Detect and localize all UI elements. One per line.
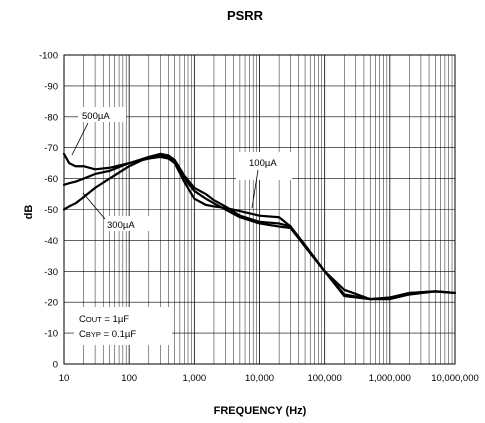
conditions-box-bg (74, 307, 172, 345)
y-tick-label: -70 (44, 143, 58, 154)
grid (63, 54, 455, 365)
annotation-300ua-label: 300µA (107, 220, 135, 231)
annotation-100ua-box (236, 152, 292, 180)
y-tick-label: -80 (44, 112, 58, 123)
annotation-300ua: 300µA (82, 192, 150, 231)
x-tick-label: 100,000 (307, 373, 341, 384)
x-tick-label: 1,000 (182, 373, 206, 384)
x-tick-label: 100 (121, 373, 137, 384)
y-tick-label: -50 (44, 205, 58, 216)
y-tick-labels: 0 -10 -20 -30 -40 -50 -60 -70 -80 -90 -100 (39, 51, 58, 371)
annotation-100ua-label: 100µA (249, 158, 277, 169)
x-tick-labels: 10 100 1,000 10,000 100,000 1,000,000 10,000,0… (59, 373, 479, 384)
x-tick-label: 10,000 (245, 373, 274, 384)
annotation-100ua: 100µA (236, 152, 292, 209)
x-tick-label: 10 (59, 373, 70, 384)
x-axis-title: FREQUENCY (Hz) (214, 405, 307, 417)
series-group (62, 152, 457, 301)
chart-title: PSRR (227, 8, 264, 23)
annotation-500ua-label: 500µA (82, 111, 110, 122)
cbyp-label: CBYP = 0.1µF (79, 329, 136, 340)
y-axis-title: dB (23, 205, 35, 220)
conditions-box: COUT = 1µF CBYP = 0.1µF (74, 307, 172, 345)
y-tick-label: -10 (44, 329, 58, 340)
cout-label: COUT = 1µF (79, 314, 129, 325)
y-tick-label: -40 (44, 236, 58, 247)
y-tick-label: -60 (44, 174, 58, 185)
annotation-500ua-leader (71, 122, 89, 156)
annotation-500ua: 500µA (71, 107, 126, 156)
y-tick-label: -30 (44, 267, 58, 278)
annotation-100ua-leader (251, 169, 259, 209)
x-tick-label: 10,000,000 (431, 373, 479, 384)
y-tick-label: -90 (44, 81, 58, 92)
y-tick-label: -20 (44, 298, 58, 309)
annotation-300ua-leader (82, 192, 106, 220)
x-tick-label: 1,000,000 (369, 373, 411, 384)
annotation-300ua-box (104, 216, 150, 231)
y-tick-label: 0 (53, 360, 58, 371)
series-line-1 (62, 152, 457, 301)
series-line-3 (62, 155, 457, 301)
y-tick-label: -100 (39, 51, 58, 62)
annotation-500ua-box (78, 107, 126, 122)
